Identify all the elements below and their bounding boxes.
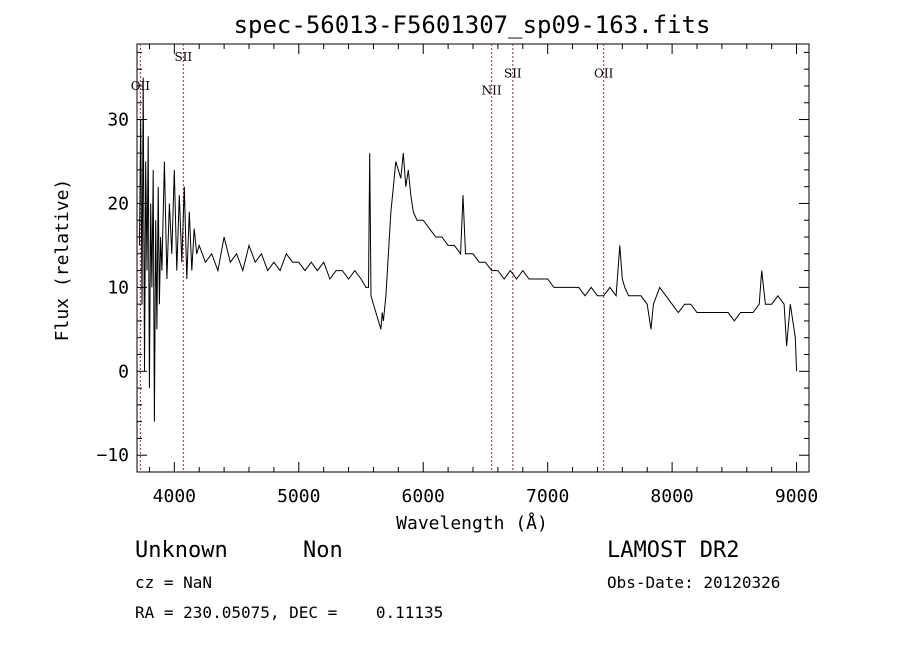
object-class: Unknown [135,538,228,563]
observation-date: Obs-Date: 20120326 [607,573,781,592]
y-tick-label: 0 [118,361,129,382]
marker-label: NII [482,83,502,97]
y-tick-label: −10 [96,445,129,466]
y-axis-label: Flux (relative) [52,179,73,342]
y-axis-ticks: −10 0 10 20 30 [96,51,809,466]
marker-label: SII [174,50,192,64]
chart-title: spec-56013-F5601307_sp09-163.fits [234,11,711,39]
x-tick-label: 8000 [650,486,693,507]
survey-name: LAMOST DR2 [607,538,740,563]
x-tick-label: 6000 [402,486,445,507]
x-axis-label: Wavelength (Å) [396,512,548,534]
object-subclass: Non [303,538,343,563]
spectrum-line [139,77,798,422]
y-tick-label: 20 [107,193,129,214]
x-tick-label: 7000 [526,486,569,507]
x-tick-label: 5000 [277,486,320,507]
marker-label: OII [594,67,614,81]
marker-label: SII [504,67,522,81]
y-tick-label: 10 [107,277,129,298]
sky-coordinates: RA = 230.05075, DEC = 0.11135 [135,603,444,622]
x-tick-label: 9000 [775,486,818,507]
x-axis-ticks: 4000 5000 6000 7000 8000 9000 [148,44,818,507]
x-tick-label: 4000 [153,486,196,507]
spectrum-series [139,77,798,422]
y-tick-label: 30 [107,110,129,131]
redshift-cz: cz = NaN [135,573,213,592]
